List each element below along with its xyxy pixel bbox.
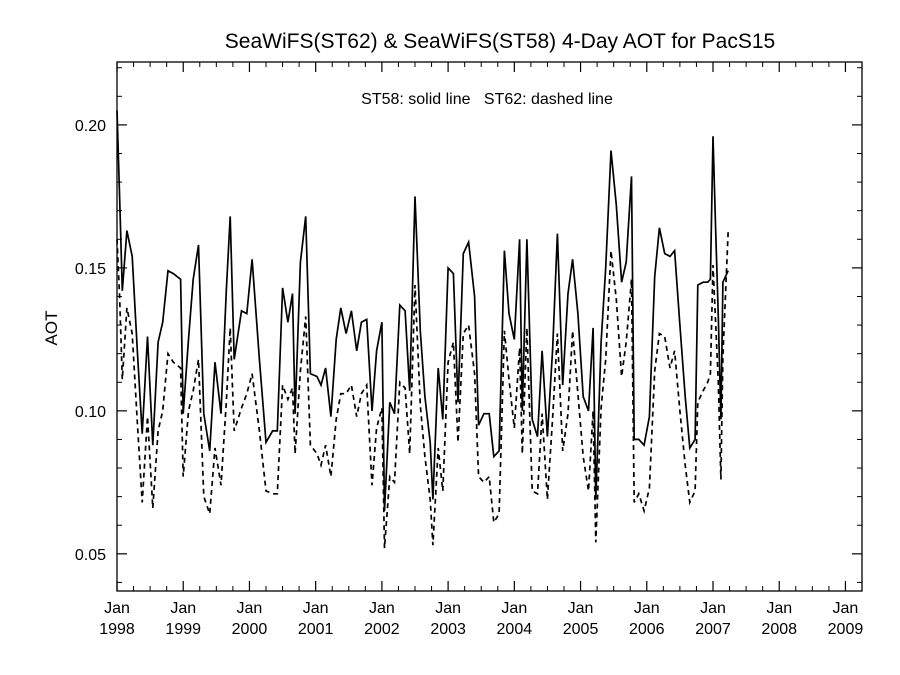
series-line-st62 xyxy=(116,230,730,549)
x-tick-year-label: 2008 xyxy=(761,621,797,638)
x-tick-month-label: Jan xyxy=(237,600,263,617)
x-axis: Jan 1998 Jan 1999 Jan 2000 Jan 2001 Jan 2002 Jan 20… xyxy=(99,62,863,638)
x-tick-month-label: Jan xyxy=(501,600,527,617)
x-tick-month-label: Jan xyxy=(766,600,792,617)
y-tick-label: 0.20 xyxy=(75,118,106,135)
x-tick-month-label: Jan xyxy=(170,600,196,617)
x-tick-year-label: 2003 xyxy=(430,621,466,638)
chart-title: SeaWiFS(ST62) & SeaWiFS(ST58) 4-Day AOT … xyxy=(225,30,775,53)
x-tick-month-label: Jan xyxy=(303,600,329,617)
x-tick-year-label: 2001 xyxy=(298,621,334,638)
x-tick-year-label: 1999 xyxy=(165,621,201,638)
x-tick-year-label: 2005 xyxy=(563,621,599,638)
x-tick-month-label: Jan xyxy=(104,600,130,617)
y-axis-label: AOT xyxy=(42,311,61,346)
x-tick-month-label: Jan xyxy=(568,600,594,617)
y-tick-label: 0.15 xyxy=(75,261,106,278)
x-tick-year-label: 2000 xyxy=(232,621,268,638)
chart-annotation: ST58: solid line ST62: dashed line xyxy=(361,91,613,108)
x-tick-year-label: 2002 xyxy=(364,621,400,638)
x-tick-month-label: Jan xyxy=(369,600,395,617)
y-tick-label: 0.10 xyxy=(75,404,106,421)
x-tick-year-label: 2007 xyxy=(695,621,731,638)
x-tick-year-label: 2009 xyxy=(828,621,864,638)
x-tick-year-label: 2006 xyxy=(629,621,665,638)
x-tick-month-label: Jan xyxy=(833,600,859,617)
y-tick-label: 0.05 xyxy=(75,547,106,564)
y-axis: 0.05 0.10 0.15 0.20 xyxy=(75,67,862,583)
x-tick-year-label: 1998 xyxy=(99,621,135,638)
x-tick-year-label: 2004 xyxy=(497,621,533,638)
series-layer xyxy=(116,110,730,549)
series-line-st58 xyxy=(116,110,729,511)
x-tick-month-label: Jan xyxy=(435,600,461,617)
x-tick-month-label: Jan xyxy=(700,600,726,617)
x-tick-month-label: Jan xyxy=(634,600,660,617)
plot-frame xyxy=(116,61,863,592)
